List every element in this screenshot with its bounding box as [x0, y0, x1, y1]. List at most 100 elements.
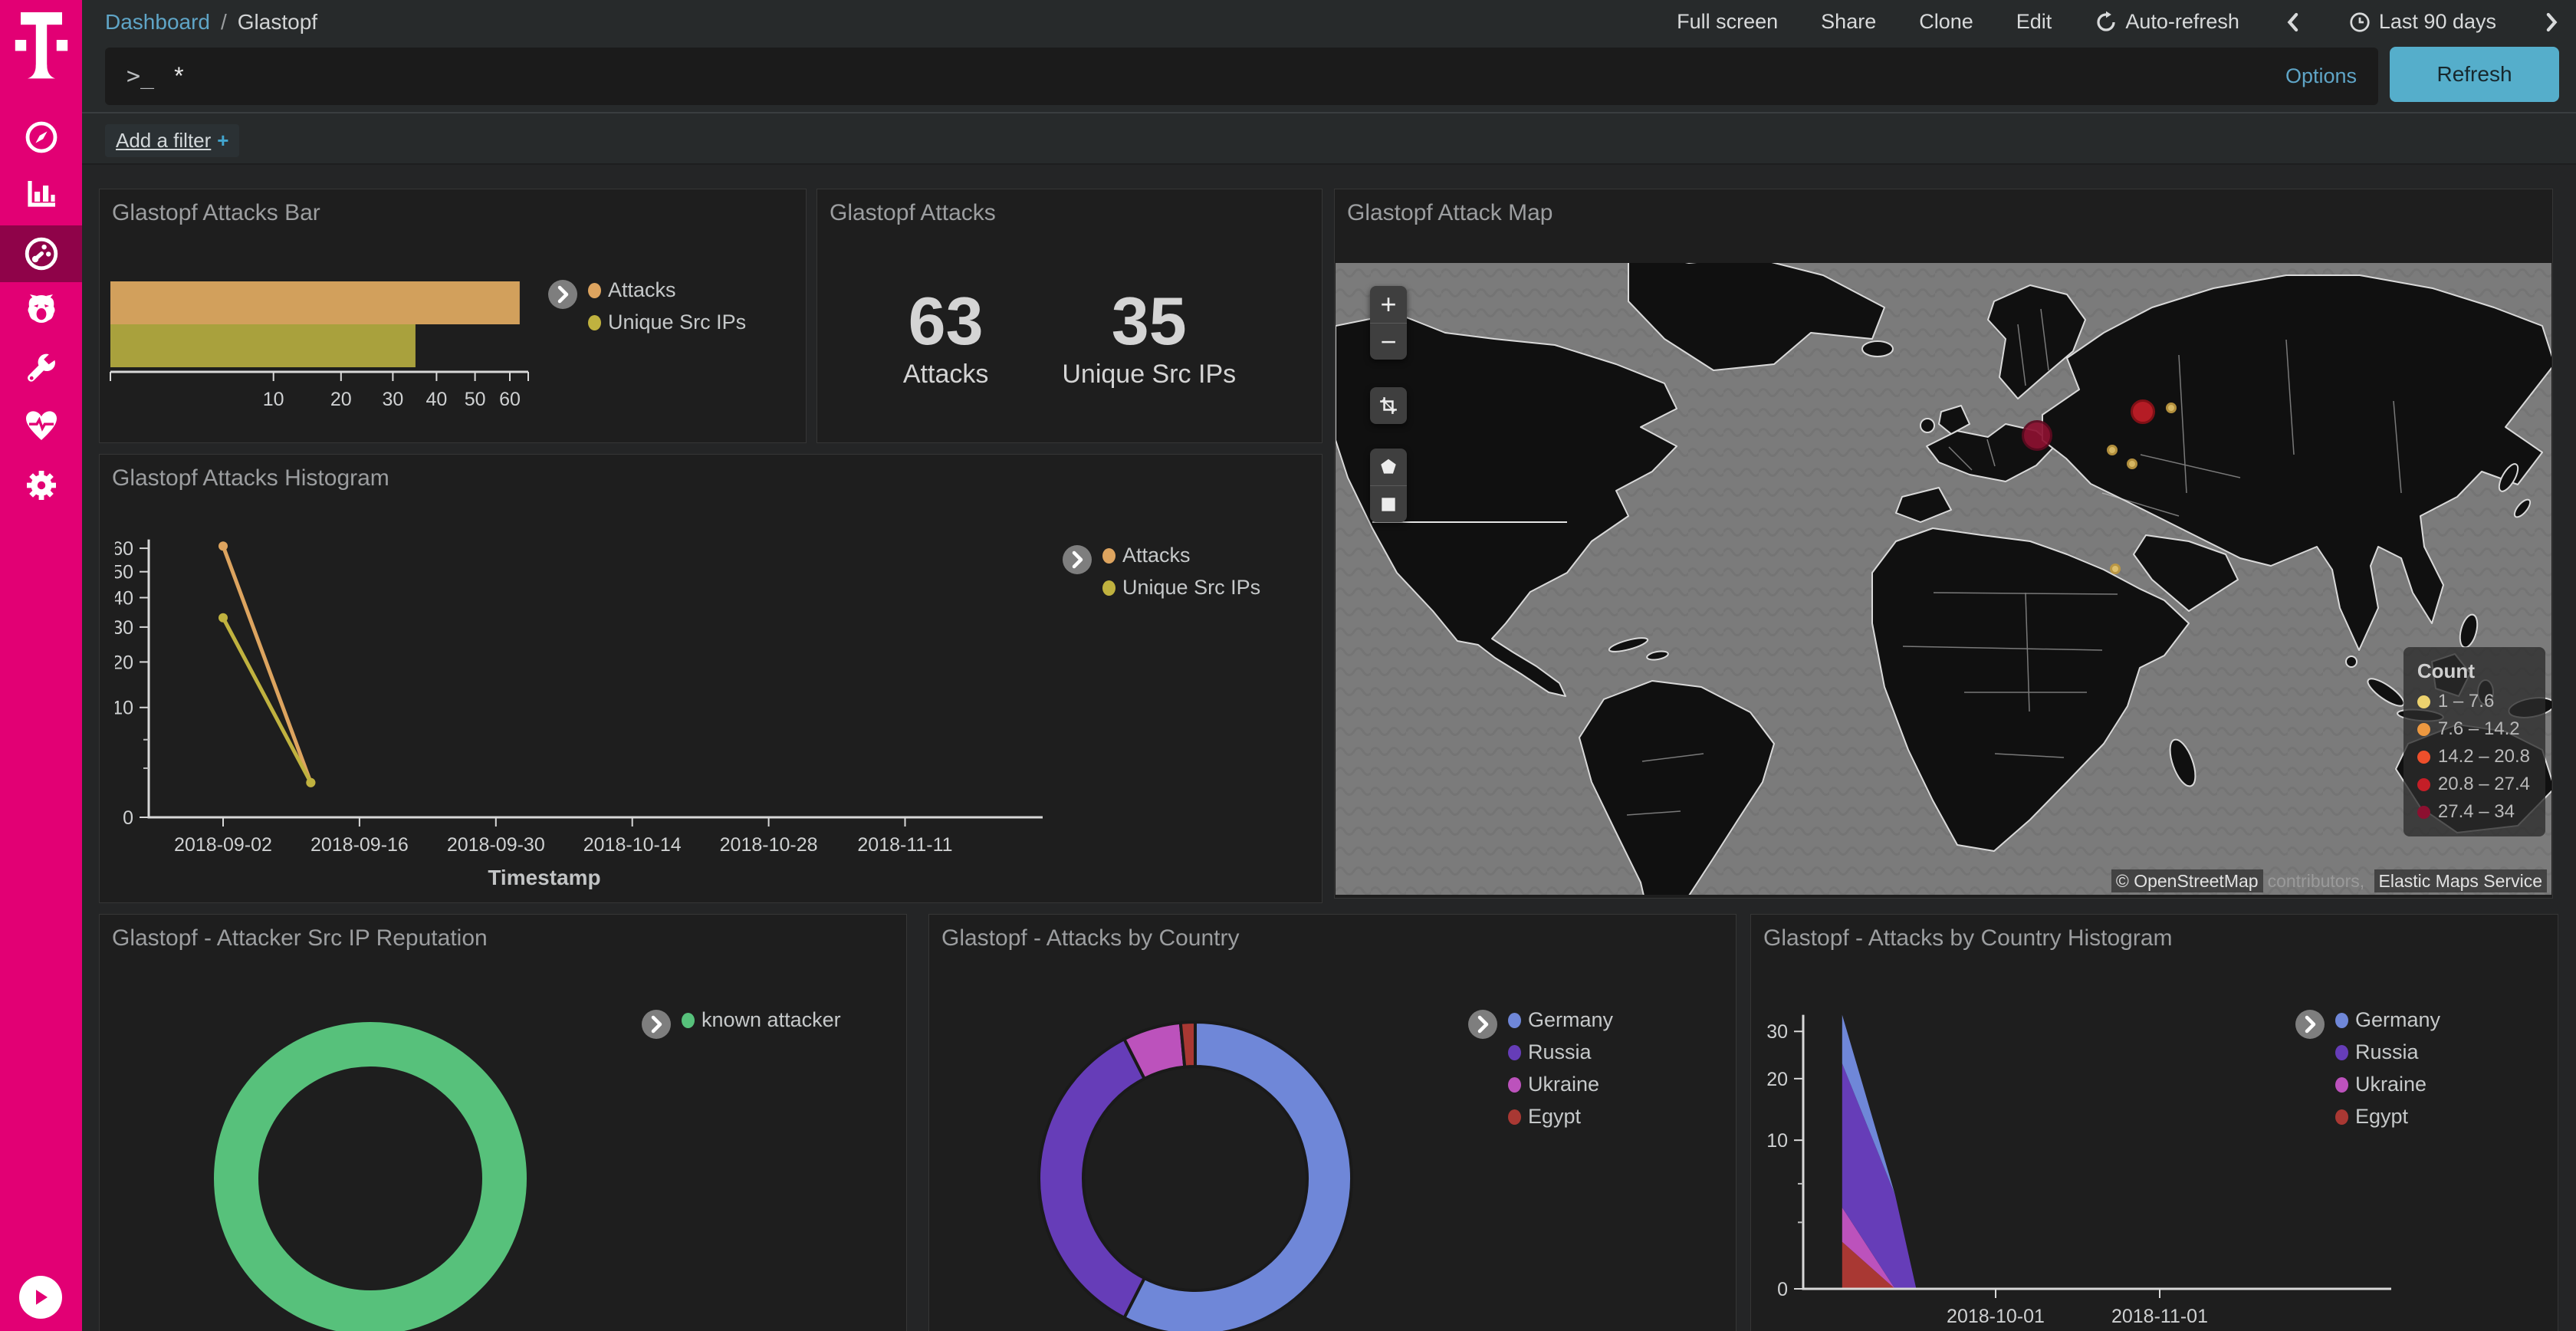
legend-item[interactable]: Ukraine: [1508, 1073, 1613, 1096]
legend-label: Unique Src IPs: [608, 311, 747, 334]
options-link[interactable]: Options: [2285, 64, 2357, 87]
legend-toggle-chevron-icon[interactable]: [642, 1010, 671, 1039]
legend-item[interactable]: Germany: [1508, 1008, 1613, 1032]
legend-toggle-chevron-icon[interactable]: [548, 280, 577, 309]
legend-item[interactable]: Egypt: [1508, 1105, 1613, 1129]
panel-title: Glastopf Attack Map: [1347, 200, 1553, 225]
svg-text:50: 50: [115, 562, 133, 583]
edit-button[interactable]: Edit: [2016, 10, 2052, 33]
legend-items: Germany Russia Ukraine Egypt: [2335, 1008, 2440, 1129]
fit-bounds-button[interactable]: [1370, 387, 1407, 424]
sidebar-item-monitoring[interactable]: [0, 398, 82, 455]
time-next-button[interactable]: [2539, 11, 2562, 34]
svg-text:20: 20: [115, 652, 133, 673]
draw-polygon-button[interactable]: [1370, 449, 1407, 485]
legend-items: Attacks Unique Src IPs: [1102, 544, 1260, 600]
legend-toggle-chevron-icon[interactable]: [2295, 1010, 2325, 1039]
telekom-logo[interactable]: [14, 12, 69, 89]
svg-text:50: 50: [465, 389, 486, 410]
refresh-button[interactable]: Refresh: [2390, 47, 2559, 102]
map-legend-item: 14.2 – 20.8: [2417, 746, 2530, 767]
legend-label: Ukraine: [2355, 1073, 2427, 1096]
search-query-input[interactable]: [174, 62, 2285, 90]
sidebar-item-management[interactable]: [0, 457, 82, 514]
legend-color-dot: [2335, 1109, 2348, 1125]
legend-color-dot: [2335, 1012, 2348, 1028]
panel-title: Glastopf Attacks: [830, 200, 996, 225]
legend-toggle-chevron-icon[interactable]: [1468, 1010, 1497, 1039]
map-zoom-controls: + −: [1370, 286, 1407, 360]
legend-item[interactable]: Ukraine: [2335, 1073, 2440, 1096]
gauge-icon: [25, 237, 58, 271]
sidebar-item-discover[interactable]: [0, 109, 82, 166]
svg-text:40: 40: [115, 587, 133, 609]
zoom-in-button[interactable]: +: [1380, 288, 1397, 320]
svg-text:60: 60: [499, 389, 521, 410]
svg-text:2018-11-01: 2018-11-01: [2111, 1306, 2208, 1327]
clock-icon: [2350, 12, 2370, 32]
legend-color-dot: [2335, 1044, 2348, 1060]
map-legend-item: 7.6 – 14.2: [2417, 718, 2530, 740]
full-screen-button[interactable]: Full screen: [1677, 10, 1779, 33]
legend-label: Germany: [1528, 1008, 1614, 1031]
query-prompt-icon: >_: [127, 63, 155, 90]
sidebar-item-timelion[interactable]: [0, 281, 82, 338]
legend-label: Attacks: [1122, 544, 1191, 567]
bar-chart-icon: [27, 181, 55, 207]
breadcrumb-dashboard-link[interactable]: Dashboard: [105, 9, 210, 34]
legend-item[interactable]: Egypt: [2335, 1105, 2440, 1129]
sidebar-item-dashboard[interactable]: [0, 225, 82, 282]
legend-color-dot: [682, 1012, 695, 1028]
legend-label: Ukraine: [1528, 1073, 1600, 1096]
legend-toggle-chevron-icon[interactable]: [1063, 545, 1092, 574]
clone-button[interactable]: Clone: [1919, 10, 1973, 33]
world-attack-map[interactable]: + −: [1336, 263, 2551, 895]
refresh-cycle-icon: [2097, 11, 2115, 31]
legend-item[interactable]: Attacks: [588, 278, 746, 302]
chevron-right-icon: [2546, 12, 2558, 31]
attack-location-dot: [2109, 563, 2121, 574]
legend-label: Unique Src IPs: [1122, 576, 1261, 599]
zoom-out-button[interactable]: −: [1370, 323, 1407, 360]
crop-icon: [1380, 397, 1397, 414]
legend: Germany Russia Ukraine Egypt: [2295, 1008, 2440, 1129]
elastic-maps-service-link[interactable]: Elastic Maps Service: [2374, 869, 2547, 892]
legend-item[interactable]: known attacker: [682, 1008, 841, 1032]
query-box: >_ Options: [105, 48, 2378, 105]
legend-item[interactable]: Russia: [2335, 1040, 2440, 1064]
panel-attacks-metric: Glastopf Attacks 63 Attacks 35 Unique Sr…: [816, 189, 1322, 443]
legend-item[interactable]: Russia: [1508, 1040, 1613, 1064]
legend-item[interactable]: Unique Src IPs: [588, 311, 746, 334]
share-button[interactable]: Share: [1821, 10, 1877, 33]
draw-rectangle-button[interactable]: [1370, 485, 1407, 522]
add-filter-button[interactable]: Add a filter +: [105, 124, 240, 157]
collapse-nav-button[interactable]: [19, 1276, 62, 1319]
country-donut-chart: [1037, 1020, 1353, 1331]
panel-attack-map: Glastopf Attack Map + −: [1334, 189, 2553, 899]
attacks-bar-chart: 10 20 30 40 50 60: [110, 281, 529, 410]
time-picker-button[interactable]: Last 90 days: [2348, 10, 2496, 34]
top-menu: Full screen Share Clone Edit Auto-refres…: [1677, 10, 2562, 34]
legend: Attacks Unique Src IPs: [548, 278, 746, 334]
legend-label: Attacks: [608, 278, 676, 301]
openstreetmap-link[interactable]: © OpenStreetMap: [2111, 869, 2263, 892]
sidebar-item-dev-tools[interactable]: [0, 340, 82, 397]
sidebar-item-visualize[interactable]: [0, 165, 82, 222]
map-legend-label: 20.8 – 27.4: [2437, 774, 2530, 794]
plus-icon: +: [217, 129, 229, 152]
time-prev-button[interactable]: [2282, 11, 2305, 34]
auto-refresh-button[interactable]: Auto-refresh: [2095, 10, 2239, 34]
svg-text:2018-10-01: 2018-10-01: [1947, 1306, 2045, 1327]
svg-text:30: 30: [115, 617, 133, 639]
legend-item[interactable]: Germany: [2335, 1008, 2440, 1032]
legend-item[interactable]: Unique Src IPs: [1102, 576, 1260, 600]
map-attribution: © OpenStreetMap contributors, Elastic Map…: [2111, 869, 2547, 892]
svg-text:20: 20: [1766, 1069, 1788, 1090]
legend-color-dot: [1102, 580, 1116, 596]
legend: known attacker: [642, 1008, 841, 1039]
legend-item[interactable]: Attacks: [1102, 544, 1260, 567]
svg-text:2018-10-28: 2018-10-28: [720, 834, 818, 856]
map-count-legend: Count 1 – 7.6 7.6 – 14.2 14.2 – 20.8 20.8 –…: [2403, 647, 2545, 836]
